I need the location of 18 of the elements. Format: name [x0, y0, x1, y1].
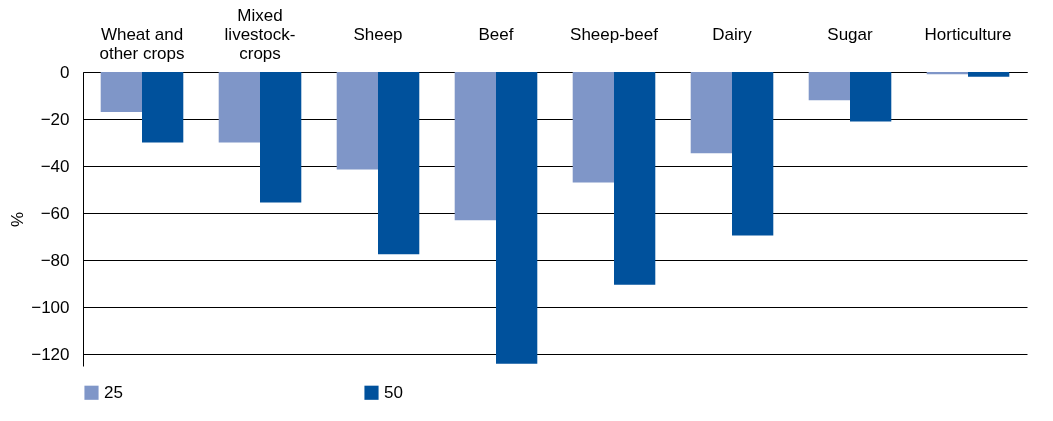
x-tick-label: Dairy	[712, 24, 753, 44]
x-tick-label: Sheep	[353, 24, 403, 44]
y-tick-label: 0	[60, 62, 70, 82]
y-tick-label: −60	[40, 203, 70, 223]
legend-label: 50	[384, 382, 403, 402]
legend-label: 25	[104, 382, 123, 402]
x-tick-label: Wheat and other crops	[99, 24, 185, 63]
y-tick-label: −100	[31, 297, 70, 317]
y-tick-label: −80	[40, 250, 70, 270]
y-tick-label: −20	[40, 109, 70, 129]
x-tick-label: Sugar	[827, 24, 874, 44]
y-axis-title: %	[8, 211, 28, 228]
y-tick-label: −40	[40, 156, 70, 176]
x-tick-label: Beef	[478, 24, 514, 44]
x-tick-label: Mixed livestock-crops	[224, 5, 296, 63]
y-tick-label: −120	[31, 344, 70, 364]
x-tick-label: Horticulture	[924, 24, 1012, 44]
x-tick-label: Sheep-beef	[570, 24, 659, 44]
